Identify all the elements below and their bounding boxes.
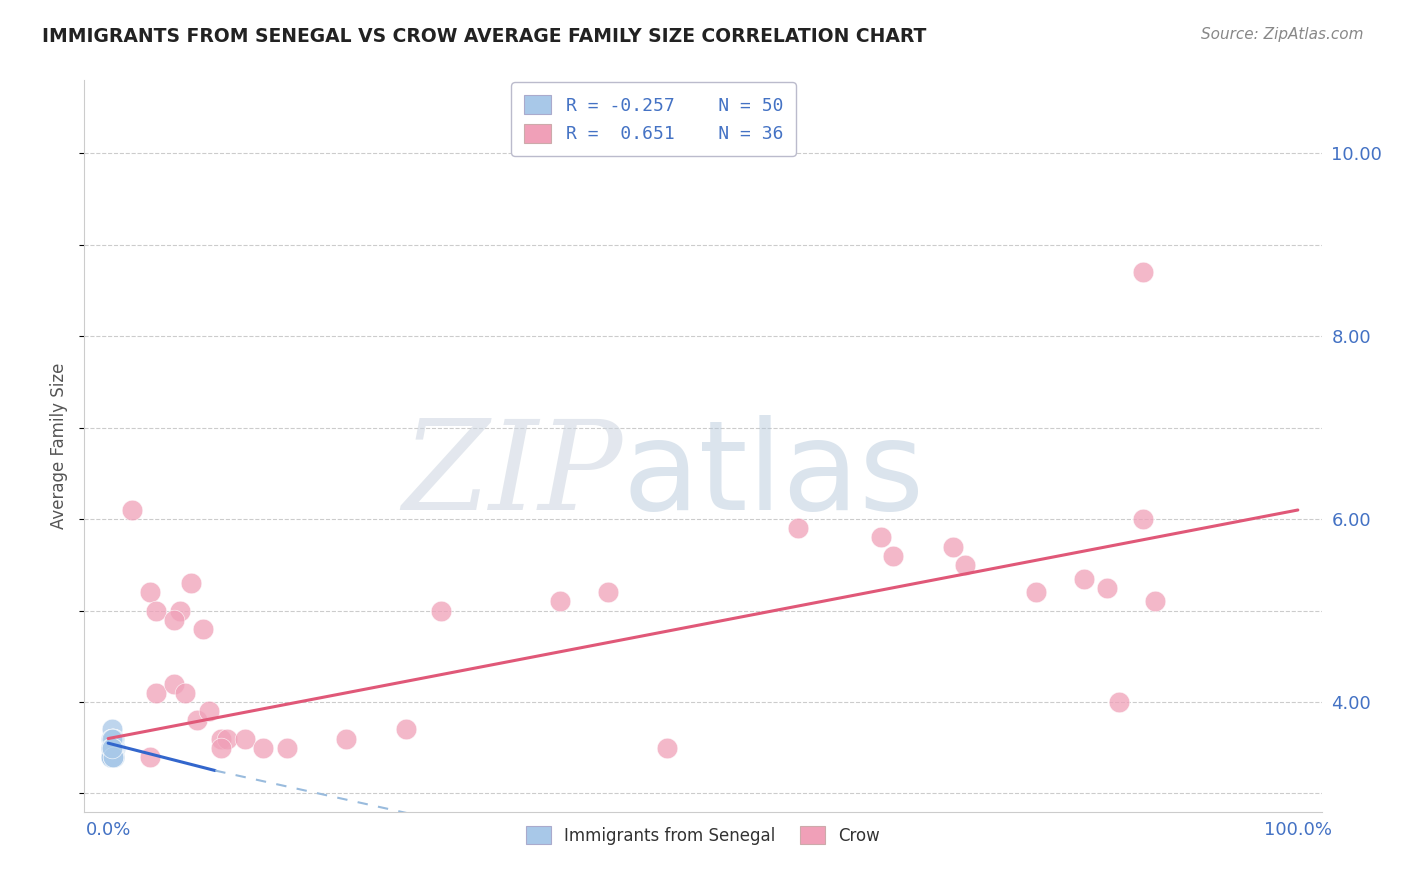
Point [100, 740, 122, 755]
Point [100, 740, 122, 755]
Point [100, 740, 122, 755]
Point [103, 731, 125, 746]
Point [101, 740, 124, 755]
Point [1097, 581, 1119, 595]
Point [1132, 512, 1154, 526]
Point [430, 603, 453, 617]
Point [103, 740, 125, 755]
Point [100, 740, 122, 755]
Point [174, 686, 197, 700]
Point [145, 686, 167, 700]
Point [145, 603, 167, 617]
Point [276, 740, 298, 755]
Point [100, 723, 122, 737]
Point [548, 594, 571, 608]
Point [180, 576, 202, 591]
Point [101, 740, 124, 755]
Point [657, 740, 679, 755]
Point [103, 749, 125, 764]
Point [101, 749, 124, 764]
Point [100, 749, 122, 764]
Point [100, 731, 122, 746]
Point [1144, 594, 1167, 608]
Point [100, 749, 122, 764]
Point [101, 731, 124, 746]
Point [139, 585, 162, 599]
Point [209, 731, 232, 746]
Point [100, 749, 122, 764]
Point [100, 740, 122, 755]
Point [1108, 695, 1130, 709]
Point [870, 530, 893, 544]
Point [100, 749, 122, 764]
Point [100, 731, 122, 746]
Point [100, 749, 122, 764]
Legend: Immigrants from Senegal, Crow: Immigrants from Senegal, Crow [516, 816, 890, 855]
Point [1073, 572, 1095, 586]
Point [942, 540, 965, 554]
Point [101, 740, 124, 755]
Point [103, 749, 125, 764]
Point [101, 731, 124, 746]
Point [193, 622, 215, 636]
Point [100, 740, 122, 755]
Text: Source: ZipAtlas.com: Source: ZipAtlas.com [1201, 27, 1364, 42]
Point [100, 749, 122, 764]
Point [100, 731, 122, 746]
Point [103, 740, 125, 755]
Point [787, 521, 810, 535]
Point [101, 740, 124, 755]
Point [101, 749, 124, 764]
Point [953, 558, 976, 572]
Point [101, 740, 124, 755]
Point [198, 704, 221, 718]
Point [100, 740, 122, 755]
Text: ZIP: ZIP [402, 415, 623, 536]
Point [100, 731, 122, 746]
Point [394, 723, 416, 737]
Point [1025, 585, 1047, 599]
Point [100, 740, 122, 755]
Point [100, 740, 122, 755]
Point [100, 740, 122, 755]
Point [139, 749, 162, 764]
Point [101, 731, 124, 746]
Point [596, 585, 619, 599]
Point [101, 749, 124, 764]
Point [100, 731, 122, 746]
Point [252, 740, 274, 755]
Point [162, 613, 184, 627]
Point [101, 731, 124, 746]
Y-axis label: Average Family Size: Average Family Size [51, 363, 69, 529]
Text: atlas: atlas [623, 415, 925, 536]
Point [100, 740, 122, 755]
Point [169, 603, 191, 617]
Point [100, 740, 122, 755]
Point [1132, 265, 1154, 279]
Point [104, 740, 127, 755]
Text: IMMIGRANTS FROM SENEGAL VS CROW AVERAGE FAMILY SIZE CORRELATION CHART: IMMIGRANTS FROM SENEGAL VS CROW AVERAGE … [42, 27, 927, 45]
Point [100, 740, 122, 755]
Point [335, 731, 357, 746]
Point [103, 740, 125, 755]
Point [100, 731, 122, 746]
Point [121, 503, 143, 517]
Point [100, 749, 122, 764]
Point [101, 731, 124, 746]
Point [162, 676, 184, 690]
Point [186, 714, 208, 728]
Point [209, 740, 232, 755]
Point [882, 549, 904, 563]
Point [217, 731, 239, 746]
Point [233, 731, 256, 746]
Point [101, 749, 124, 764]
Point [100, 740, 122, 755]
Point [101, 740, 124, 755]
